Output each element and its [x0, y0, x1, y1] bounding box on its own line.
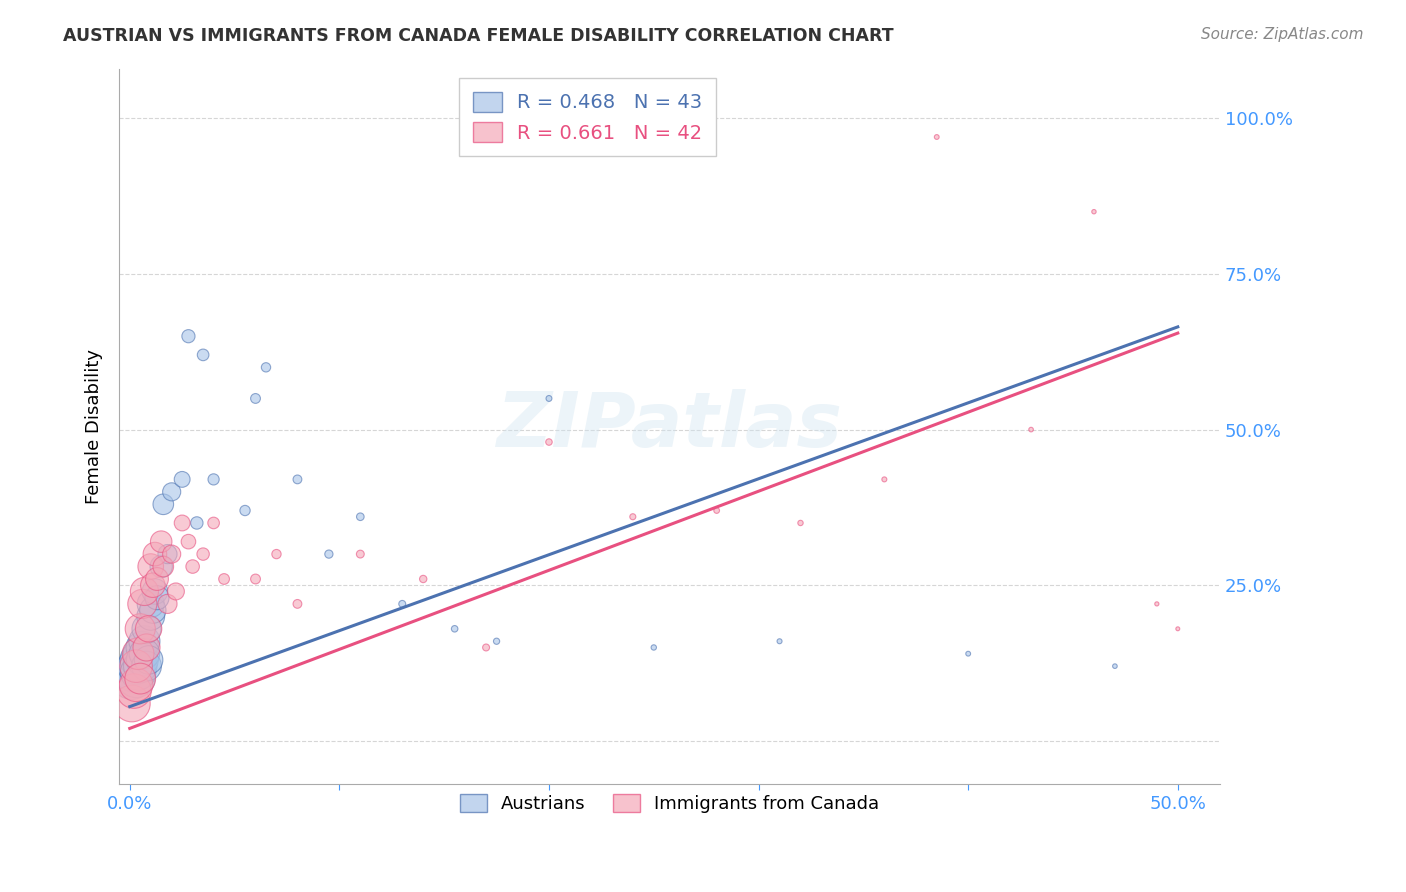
Point [160, 547, 183, 561]
Point [139, 559, 162, 574]
Point [160, 484, 183, 499]
Point [485, 634, 508, 648]
Point [139, 609, 162, 624]
Point [143, 584, 166, 599]
Point [134, 647, 156, 661]
Point [122, 665, 145, 680]
Point [131, 597, 153, 611]
Point [156, 547, 179, 561]
Point [121, 697, 143, 711]
Point [138, 653, 160, 667]
Point [177, 329, 200, 343]
Text: Source: ZipAtlas.com: Source: ZipAtlas.com [1201, 27, 1364, 42]
Point [191, 348, 214, 362]
Point [287, 472, 309, 486]
Point [127, 647, 149, 661]
Text: AUSTRIAN VS IMMIGRANTS FROM CANADA FEMALE DISABILITY CORRELATION CHART: AUSTRIAN VS IMMIGRANTS FROM CANADA FEMAL… [63, 27, 894, 45]
Point [621, 509, 644, 524]
Point [1146, 597, 1168, 611]
Point [138, 622, 160, 636]
Point [181, 559, 204, 574]
Point [186, 516, 208, 530]
Point [129, 647, 152, 661]
Point [152, 497, 174, 511]
Point [172, 516, 194, 530]
Point [202, 516, 225, 530]
Point [134, 634, 156, 648]
Point [142, 578, 165, 592]
Point [202, 472, 225, 486]
Point [146, 591, 169, 605]
Point [127, 665, 149, 680]
Point [135, 622, 157, 636]
Point [706, 503, 728, 517]
Y-axis label: Female Disability: Female Disability [86, 349, 103, 504]
Point [789, 516, 811, 530]
Point [143, 547, 166, 561]
Point [873, 472, 896, 486]
Point [129, 672, 152, 686]
Point [412, 572, 434, 586]
Point [957, 647, 980, 661]
Point [127, 653, 149, 667]
Point [925, 130, 948, 145]
Point [233, 503, 256, 517]
Point [135, 640, 157, 655]
Point [131, 653, 153, 667]
Point [266, 547, 288, 561]
Point [643, 640, 665, 655]
Point [443, 622, 465, 636]
Point [391, 597, 413, 611]
Point [537, 435, 560, 450]
Point [125, 659, 148, 673]
Point [287, 597, 309, 611]
Point [349, 509, 371, 524]
Point [165, 584, 187, 599]
Point [1104, 659, 1126, 673]
Point [125, 678, 148, 692]
Point [1083, 204, 1105, 219]
Point [125, 672, 148, 686]
Point [191, 547, 214, 561]
Point [245, 392, 267, 406]
Legend: Austrians, Immigrants from Canada: Austrians, Immigrants from Canada [447, 780, 891, 825]
Point [349, 547, 371, 561]
Point [152, 559, 174, 574]
Point [129, 659, 152, 673]
Point [122, 684, 145, 698]
Point [139, 597, 162, 611]
Point [177, 534, 200, 549]
Point [768, 634, 790, 648]
Point [475, 640, 498, 655]
Point [129, 622, 152, 636]
Point [150, 559, 173, 574]
Text: ZIPatlas: ZIPatlas [496, 390, 842, 464]
Point [146, 572, 169, 586]
Point [318, 547, 340, 561]
Point [245, 572, 267, 586]
Point [254, 360, 277, 375]
Point [121, 672, 143, 686]
Point [135, 659, 157, 673]
Point [156, 597, 179, 611]
Point [172, 472, 194, 486]
Point [125, 659, 148, 673]
Point [537, 392, 560, 406]
Point [1019, 423, 1042, 437]
Point [134, 584, 156, 599]
Point [131, 640, 153, 655]
Point [212, 572, 235, 586]
Point [1167, 622, 1189, 636]
Point [150, 534, 173, 549]
Point [142, 603, 165, 617]
